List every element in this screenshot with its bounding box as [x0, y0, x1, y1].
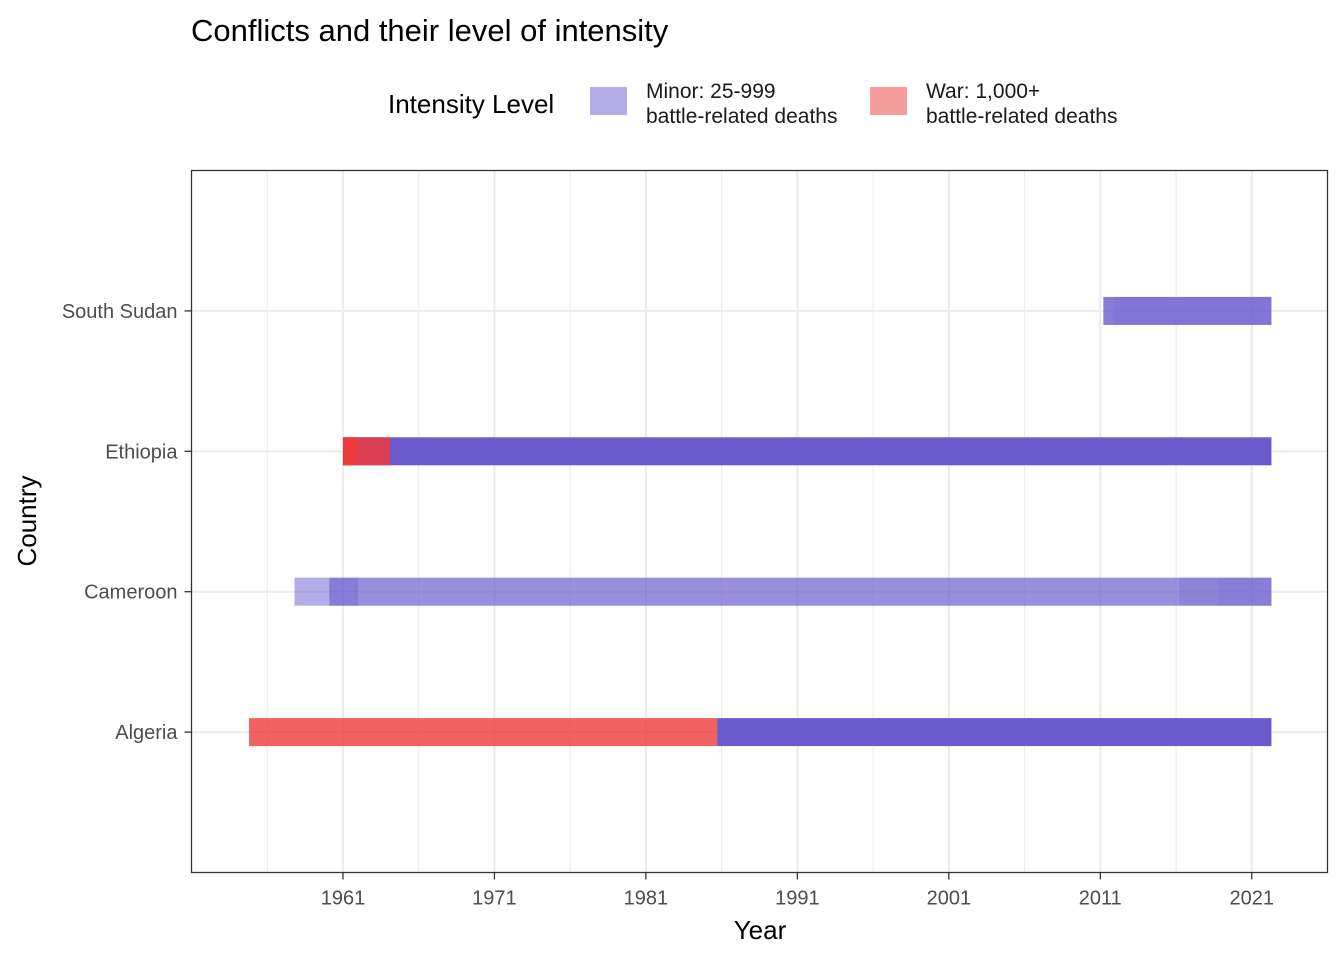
- y-tick-label: South Sudan: [62, 301, 178, 323]
- x-axis: 1961 1971 1981 1991 2001 2011 2021: [321, 872, 1275, 910]
- conflict-bar-south-sudan-minor: [1113, 296, 1272, 325]
- legend-label-minor-line1: Minor: 25-999: [646, 80, 776, 103]
- legend-key-minor: [590, 87, 627, 115]
- y-axis: South Sudan Ethiopia Cameroon Algeria: [62, 301, 192, 744]
- legend: Intensity Level Minor: 25-999 battle-rel…: [388, 80, 1117, 128]
- legend-title: Intensity Level: [388, 89, 554, 119]
- x-tick-label: 2021: [1230, 888, 1275, 910]
- y-tick-label: Ethiopia: [105, 441, 178, 463]
- x-axis-title: Year: [734, 915, 787, 945]
- plot-grid: [191, 170, 1328, 873]
- conflict-bar-ethiopia-war: [342, 437, 357, 466]
- legend-label-war-line2: battle-related deaths: [926, 105, 1117, 128]
- x-tick-label: 1991: [775, 888, 820, 910]
- chart-title: Conflicts and their level of intensity: [191, 13, 669, 48]
- x-tick-label: 1971: [472, 888, 517, 910]
- conflict-bar-ethiopia-minor: [342, 437, 1272, 466]
- conflict-bar-algeria-minor: [717, 718, 1272, 747]
- x-tick-label: 1981: [624, 888, 669, 910]
- conflict-bar-cameroon-minor: [1218, 577, 1272, 606]
- legend-label-war-line1: War: 1,000+: [926, 80, 1040, 103]
- y-tick-label: Algeria: [115, 722, 178, 744]
- y-tick-label: Cameroon: [84, 582, 177, 604]
- conflict-bar-south-sudan-minor: [1103, 296, 1272, 325]
- x-tick-label: 2011: [1079, 888, 1122, 910]
- y-axis-title: Country: [12, 475, 42, 566]
- conflict-bar-cameroon-minor: [1179, 577, 1272, 606]
- conflict-bar-cameroon-minor: [329, 577, 359, 606]
- plot-panel-border: [190, 169, 1329, 874]
- x-tick-label: 1961: [321, 888, 366, 910]
- legend-key-war: [870, 87, 907, 115]
- conflict-bar-algeria-war: [249, 718, 718, 747]
- conflict-bar-cameroon-minor: [294, 577, 1272, 606]
- conflict-bar-cameroon-minor: [329, 577, 1272, 606]
- x-tick-label: 2001: [927, 888, 972, 910]
- legend-label-minor-line2: battle-related deaths: [646, 105, 837, 128]
- plot-bars: [249, 296, 1272, 747]
